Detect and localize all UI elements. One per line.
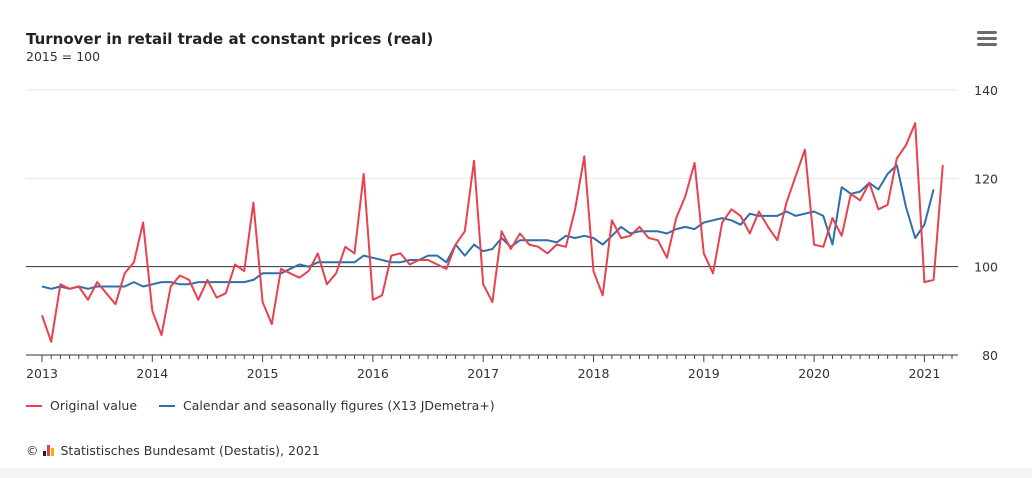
source-text: Statistisches Bundesamt (Destatis), 2021: [60, 443, 320, 458]
y-tick-label-100: 100: [974, 260, 998, 275]
legend-item-seasonal[interactable]: Calendar and seasonally figures (X13 JDe…: [159, 398, 495, 413]
legend-swatch-seasonal: [159, 404, 176, 407]
legend-item-original[interactable]: Original value: [26, 398, 137, 413]
legend-label-original: Original value: [50, 398, 138, 413]
x-tick-label-2020: 2020: [798, 366, 830, 381]
hamburger-menu-icon[interactable]: [977, 31, 997, 49]
y-tick-label-140: 140: [974, 83, 998, 98]
footer-band: [0, 468, 1032, 478]
chart-subtitle: 2015 = 100: [26, 49, 101, 64]
legend: Original value Calendar and seasonally f…: [26, 398, 517, 413]
copyright-symbol: ©: [26, 443, 39, 458]
destatis-logo-icon: [42, 445, 55, 456]
x-tick-label-2019: 2019: [688, 366, 720, 381]
y-tick-label-120: 120: [974, 171, 998, 186]
legend-label-seasonal: Calendar and seasonally figures (X13 JDe…: [183, 398, 495, 413]
chart-title: Turnover in retail trade at constant pri…: [26, 30, 434, 48]
series-line-original: [41, 122, 944, 343]
series-line-seasonal: [41, 164, 935, 290]
x-tick-label-2016: 2016: [357, 366, 389, 381]
x-tick-label-2013: 2013: [26, 366, 58, 381]
y-tick-label-80: 80: [982, 348, 998, 363]
x-tick-label-2017: 2017: [467, 366, 499, 381]
legend-swatch-original: [26, 404, 42, 407]
x-tick-label-2014: 2014: [136, 366, 168, 381]
x-tick-label-2015: 2015: [247, 366, 279, 381]
x-tick-label-2021: 2021: [908, 366, 940, 381]
source-credit: © Statistisches Bundesamt (Destatis), 20…: [26, 443, 320, 458]
x-tick-label-2018: 2018: [578, 366, 610, 381]
